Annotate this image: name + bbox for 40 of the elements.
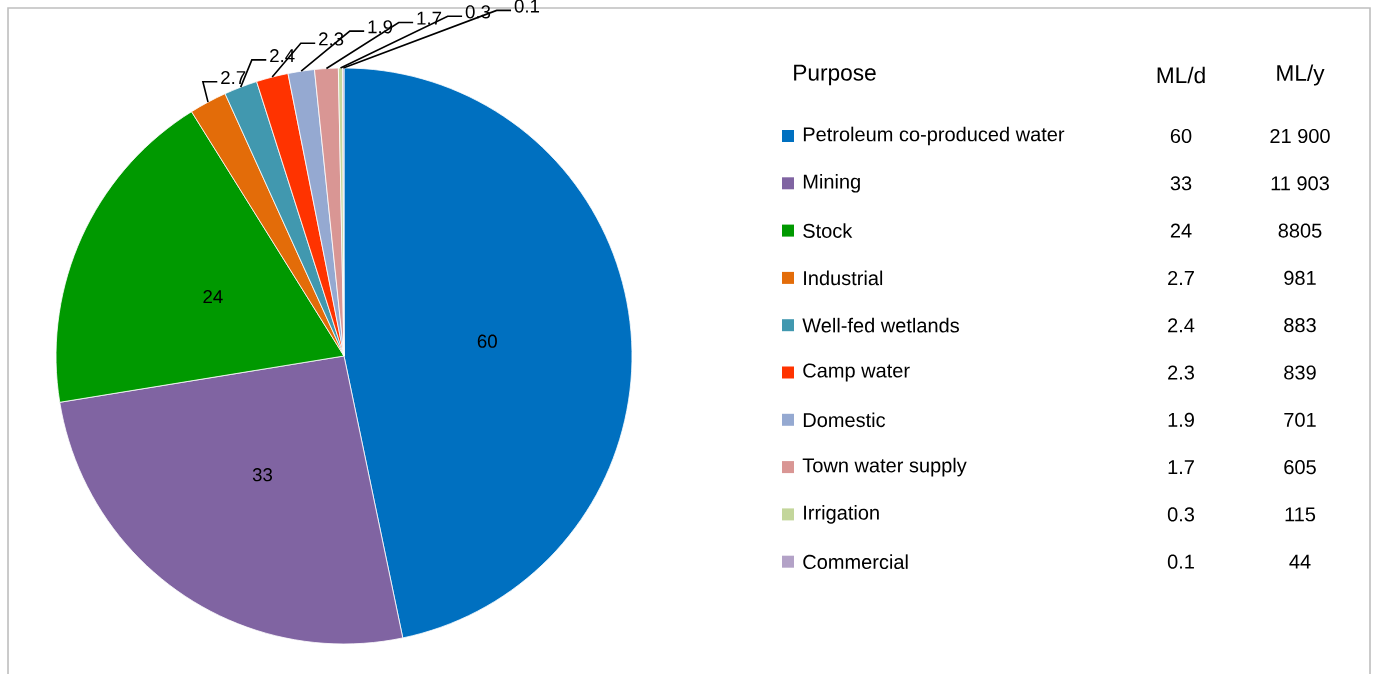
text: 60 xyxy=(1170,128,1192,144)
data-label: 60 xyxy=(477,334,497,348)
data-label: 0.1 xyxy=(514,0,540,13)
legend-label: Well-fed wetlands xyxy=(802,317,959,333)
legend-title: Purpose xyxy=(794,64,876,86)
text: 11 903 xyxy=(1271,176,1329,191)
legend-label: Mining xyxy=(803,173,860,193)
text: 8805 xyxy=(1278,223,1322,238)
text: 981 xyxy=(1284,270,1316,285)
text: 21 900 xyxy=(1270,128,1330,144)
text: ML/y xyxy=(1277,64,1325,86)
data-label: 33 xyxy=(252,468,273,482)
text: 701 xyxy=(1284,412,1316,427)
text: 1.9 xyxy=(1168,412,1194,427)
text: 33 xyxy=(1170,176,1192,191)
data-label: 24 xyxy=(203,289,223,304)
legend-label: Petroleum co-produced water xyxy=(803,126,1065,146)
legend-label: Town water supply xyxy=(802,457,967,477)
text: 2.7 xyxy=(1168,270,1194,285)
text: 605 xyxy=(1284,460,1316,475)
text: 2.4 xyxy=(1168,318,1195,333)
text: 2.3 xyxy=(1168,365,1195,380)
text: 839 xyxy=(1284,365,1316,380)
text: 0.3 xyxy=(1167,507,1195,522)
data-label: 1.9 xyxy=(368,20,393,34)
legend-label: Stock xyxy=(803,223,853,238)
legend-label: Industrial xyxy=(804,270,883,286)
data-label: 0.3 xyxy=(465,5,491,19)
text: 883 xyxy=(1284,318,1316,333)
legend-label: Commercial xyxy=(803,554,908,570)
legend-label: Camp water xyxy=(803,363,910,382)
text: ML/d xyxy=(1157,66,1205,84)
text: 1.7 xyxy=(1168,460,1194,474)
text: 44 xyxy=(1289,554,1311,569)
legend-label: Domestic xyxy=(803,412,886,428)
text: 115 xyxy=(1285,507,1316,522)
data-label: 1.7 xyxy=(417,11,442,25)
text: 24 xyxy=(1170,223,1192,238)
text: 0.1 xyxy=(1167,554,1194,569)
legend-label: Irrigation xyxy=(804,505,879,524)
